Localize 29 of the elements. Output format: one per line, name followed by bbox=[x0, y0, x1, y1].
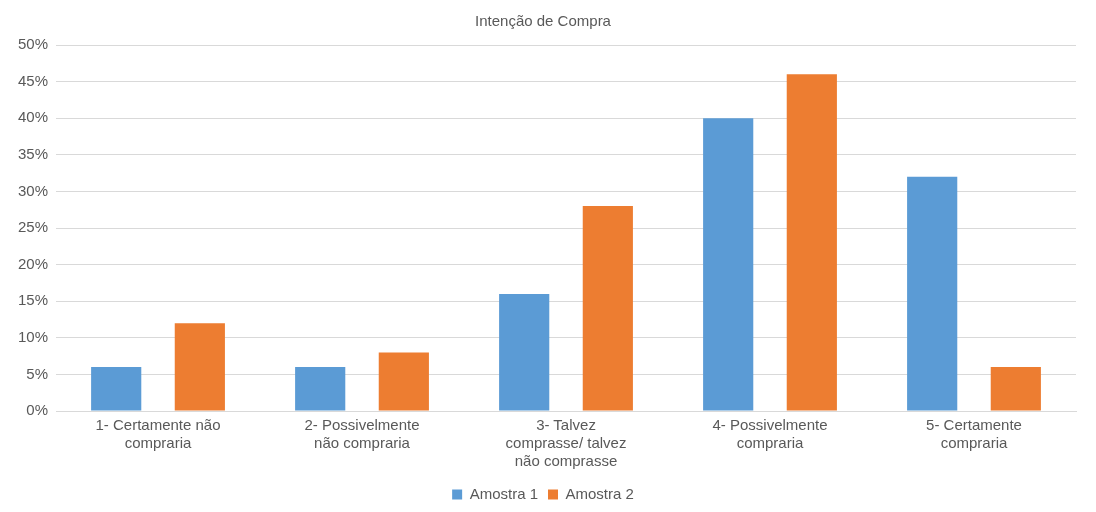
bar bbox=[990, 367, 1041, 411]
chart-title: Intenção de Compra bbox=[475, 12, 612, 30]
y-tick-label: 40% bbox=[17, 108, 49, 126]
bar bbox=[703, 118, 754, 411]
x-tick-label: 3- Talvez comprasse/ talvez não comprasse bbox=[505, 416, 627, 470]
y-tick-label: 0% bbox=[26, 401, 49, 419]
bar bbox=[91, 367, 142, 411]
bar bbox=[582, 206, 633, 411]
y-tick-label: 10% bbox=[17, 327, 49, 345]
x-tick-label: 5- Certamente compraria bbox=[926, 416, 1022, 452]
y-tick-label: 50% bbox=[17, 35, 49, 53]
y-tick-label: 45% bbox=[17, 71, 49, 89]
y-tick-label: 30% bbox=[17, 181, 49, 199]
bar bbox=[786, 74, 837, 411]
bar bbox=[907, 176, 958, 411]
x-tick-label: 4- Possivelmente compraria bbox=[712, 416, 828, 452]
y-tick-label: 25% bbox=[17, 218, 49, 236]
x-tick-label: 2- Possivelmente não compraria bbox=[304, 416, 420, 452]
y-tick-label: 35% bbox=[17, 144, 49, 162]
y-tick-label: 20% bbox=[17, 254, 49, 272]
bar bbox=[295, 367, 346, 411]
legend-label: Amostra 1 bbox=[469, 484, 538, 502]
legend-label: Amostra 2 bbox=[565, 484, 634, 502]
bar bbox=[499, 293, 550, 411]
y-tick-label: 5% bbox=[26, 364, 49, 382]
x-tick-label: 1- Certamente não compraria bbox=[95, 416, 221, 452]
bar bbox=[174, 323, 225, 411]
bar bbox=[378, 352, 429, 411]
y-tick-label: 15% bbox=[17, 291, 49, 309]
